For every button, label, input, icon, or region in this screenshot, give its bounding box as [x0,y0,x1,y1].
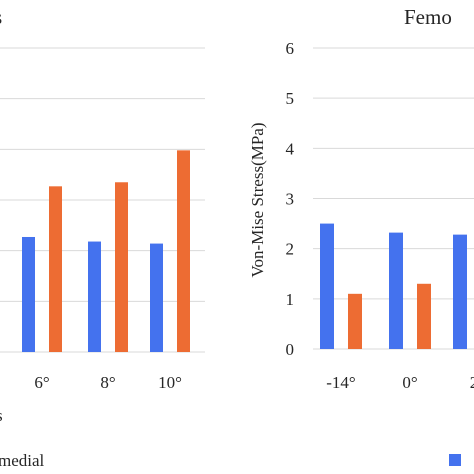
bar-series1-1 [389,232,403,349]
x-tick-label: -14° [326,373,355,392]
right-x-tick-labels: -14° 0° 2 [326,373,474,392]
bar-series1-2 [453,234,467,349]
left-chart-title: s [0,5,2,29]
bar-series2-0 [49,186,62,352]
y-tick-label: 2 [286,240,295,259]
right-y-axis-label: Von-Mise Stress(MPa) [248,122,267,277]
right-chart: 0 1 2 3 4 5 6 -14° 0° 2 Femo Von-Mise Stress(MPa… [248,5,474,466]
y-tick-label: 4 [286,139,295,158]
y-tick-label: 6 [286,39,295,58]
bar-series2-0 [348,293,362,349]
bar-series2-1 [115,182,128,352]
right-chart-title: Femo [404,5,452,29]
x-tick-label: 10° [158,373,182,392]
bar-series1-0 [320,223,334,349]
left-legend-label-medial: medial [0,451,45,470]
bar-series1-0 [22,236,35,352]
bar-series1-2 [150,243,163,352]
bar-series2-2 [177,150,190,352]
left-x-tick-labels: 6° 8° 10° [34,373,182,392]
bar-series2-1 [417,283,431,349]
x-tick-label: 6° [34,373,49,392]
right-y-tick-labels: 0 1 2 3 4 5 6 [286,39,295,359]
left-x-axis-label: s [0,406,3,425]
bar-series1-1 [88,241,101,352]
right-bars [320,223,467,349]
x-tick-label: 2 [470,373,474,392]
left-bars [22,150,190,352]
y-tick-label: 3 [286,190,295,209]
y-tick-label: 1 [286,290,295,309]
left-chart: 6° 8° 10° s s medial [0,5,205,470]
y-tick-label: 0 [286,340,295,359]
y-tick-label: 5 [286,89,295,108]
right-legend-swatch [449,454,461,466]
x-tick-label: 8° [100,373,115,392]
x-tick-label: 0° [402,373,417,392]
